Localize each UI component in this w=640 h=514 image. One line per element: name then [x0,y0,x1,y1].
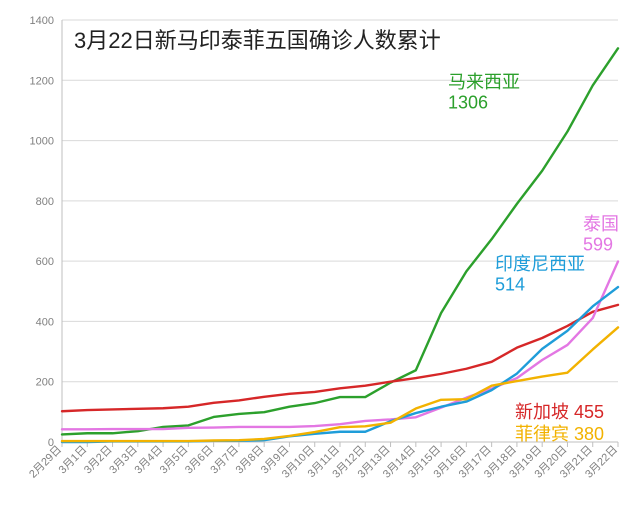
y-tick-label: 1200 [30,75,54,87]
y-tick-label: 400 [36,316,54,328]
chart-title: 3月22日新马印泰菲五国确诊人数累计 [74,28,441,53]
series-label-菲律宾: 菲律宾 380 [515,424,604,444]
chart-container: 02004006008001000120014002月29日3月1日3月2日3月… [0,0,640,514]
y-tick-label: 1400 [30,15,54,27]
y-tick-label: 800 [36,196,54,208]
series-label-新加坡: 新加坡 455 [515,402,604,422]
y-tick-label: 200 [36,377,54,389]
y-tick-label: 600 [36,256,54,268]
y-tick-label: 1000 [30,136,54,148]
line-chart: 02004006008001000120014002月29日3月1日3月2日3月… [0,0,640,514]
